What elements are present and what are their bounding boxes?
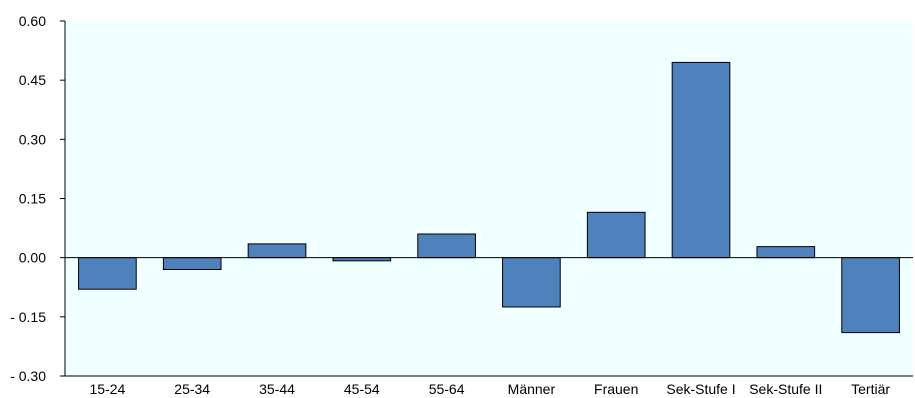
x-tick-label: Tertiär [851, 381, 890, 397]
bar [247, 243, 307, 259]
y-tick-label: - 0.30 [10, 368, 46, 384]
bar [841, 257, 900, 334]
plot-area [65, 21, 913, 376]
bar [756, 246, 816, 259]
x-tick-label: Männer [508, 381, 556, 397]
bar [417, 233, 476, 259]
x-tick-label: 55-64 [429, 381, 465, 397]
x-tick-label: 35-44 [259, 381, 295, 397]
y-ticks-group: 0.60 0.45 0.30 0.15 0.00 - 0.15 - 0.30 [10, 13, 65, 384]
x-tick-label: Sek-Stufe I [666, 381, 735, 397]
x-tick-label: Sek-Stufe II [749, 381, 822, 397]
bar [502, 257, 561, 308]
bar [671, 61, 731, 259]
bar [78, 257, 137, 290]
x-tick-label: 45-54 [344, 381, 380, 397]
y-tick-label: 0.15 [19, 191, 46, 207]
y-tick-label: - 0.15 [10, 309, 46, 325]
x-ticks-group: 15-24 25-34 35-44 45-54 55-64 Männer Frauen Sek… [89, 381, 890, 397]
x-tick-label: Frauen [594, 381, 638, 397]
x-tick-label: 25-34 [174, 381, 210, 397]
bar [586, 211, 646, 259]
y-tick-label: 0.30 [19, 131, 46, 147]
x-tick-label: 15-24 [89, 381, 125, 397]
y-tick-label: 0.00 [19, 250, 46, 266]
y-tick-label: 0.60 [19, 13, 46, 29]
y-tick-label: 0.45 [19, 72, 46, 88]
bar [162, 257, 222, 270]
bars-group [78, 61, 900, 334]
